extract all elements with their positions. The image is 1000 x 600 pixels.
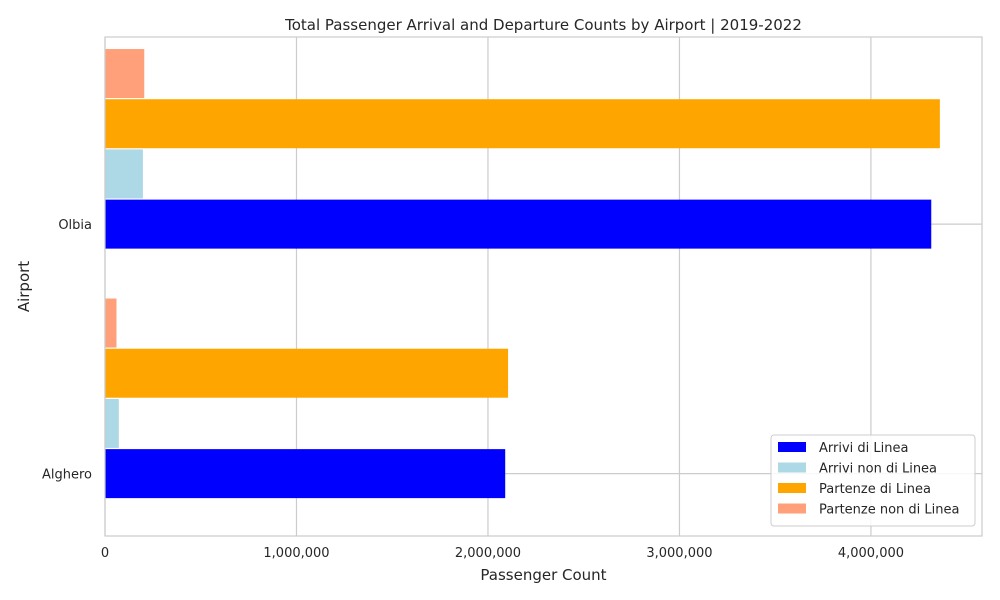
bar-olbia-partenze-di-linea	[105, 99, 940, 149]
y-tick-label-alghero: Alghero	[42, 468, 92, 483]
legend-swatch-arrivi-di-linea	[778, 442, 806, 452]
x-tick-label: 1,000,000	[263, 546, 329, 561]
bar-alghero-arrivi-di-linea	[105, 449, 506, 499]
legend-swatch-partenze-di-linea	[778, 483, 806, 493]
bar-olbia-arrivi-non-di-linea	[105, 149, 143, 199]
bar-alghero-partenze-non-di-linea	[105, 298, 117, 348]
x-axis-label: Passenger Count	[480, 566, 606, 584]
legend-label-partenze-di-linea: Partenze di Linea	[819, 482, 931, 497]
tick-labels: 0 1,000,000 2,000,000 3,000,000 4,000,000 Alg…	[42, 218, 904, 561]
bar-alghero-partenze-di-linea	[105, 348, 509, 398]
legend-box	[770, 434, 976, 527]
bars	[105, 49, 940, 499]
x-tick-label: 4,000,000	[838, 546, 904, 561]
legend-swatch-arrivi-non-di-linea	[778, 462, 806, 473]
legend-label-partenze-non-di-linea: Partenze non di Linea	[819, 503, 959, 518]
y-axis-label: Airport	[15, 261, 33, 312]
plot-frame	[104, 36, 983, 537]
chart-title: Total Passenger Arrival and Departure Co…	[284, 16, 802, 34]
legend-swatch-partenze-non-di-linea	[778, 503, 806, 514]
legend-label-arrivi-non-di-linea: Arrivi non di Linea	[819, 462, 937, 477]
y-tick-label-olbia: Olbia	[58, 218, 92, 233]
x-tick-label: 2,000,000	[455, 546, 521, 561]
bar-olbia-arrivi-di-linea	[105, 199, 932, 249]
bar-alghero-arrivi-non-di-linea	[105, 398, 119, 448]
legend: Arrivi di Linea Arrivi non di Linea Parten…	[770, 434, 976, 527]
bar-olbia-partenze-non-di-linea	[105, 49, 145, 99]
legend-label-arrivi-di-linea: Arrivi di Linea	[819, 441, 908, 456]
x-tick-label: 3,000,000	[646, 546, 712, 561]
x-tick-label: 0	[101, 546, 109, 561]
